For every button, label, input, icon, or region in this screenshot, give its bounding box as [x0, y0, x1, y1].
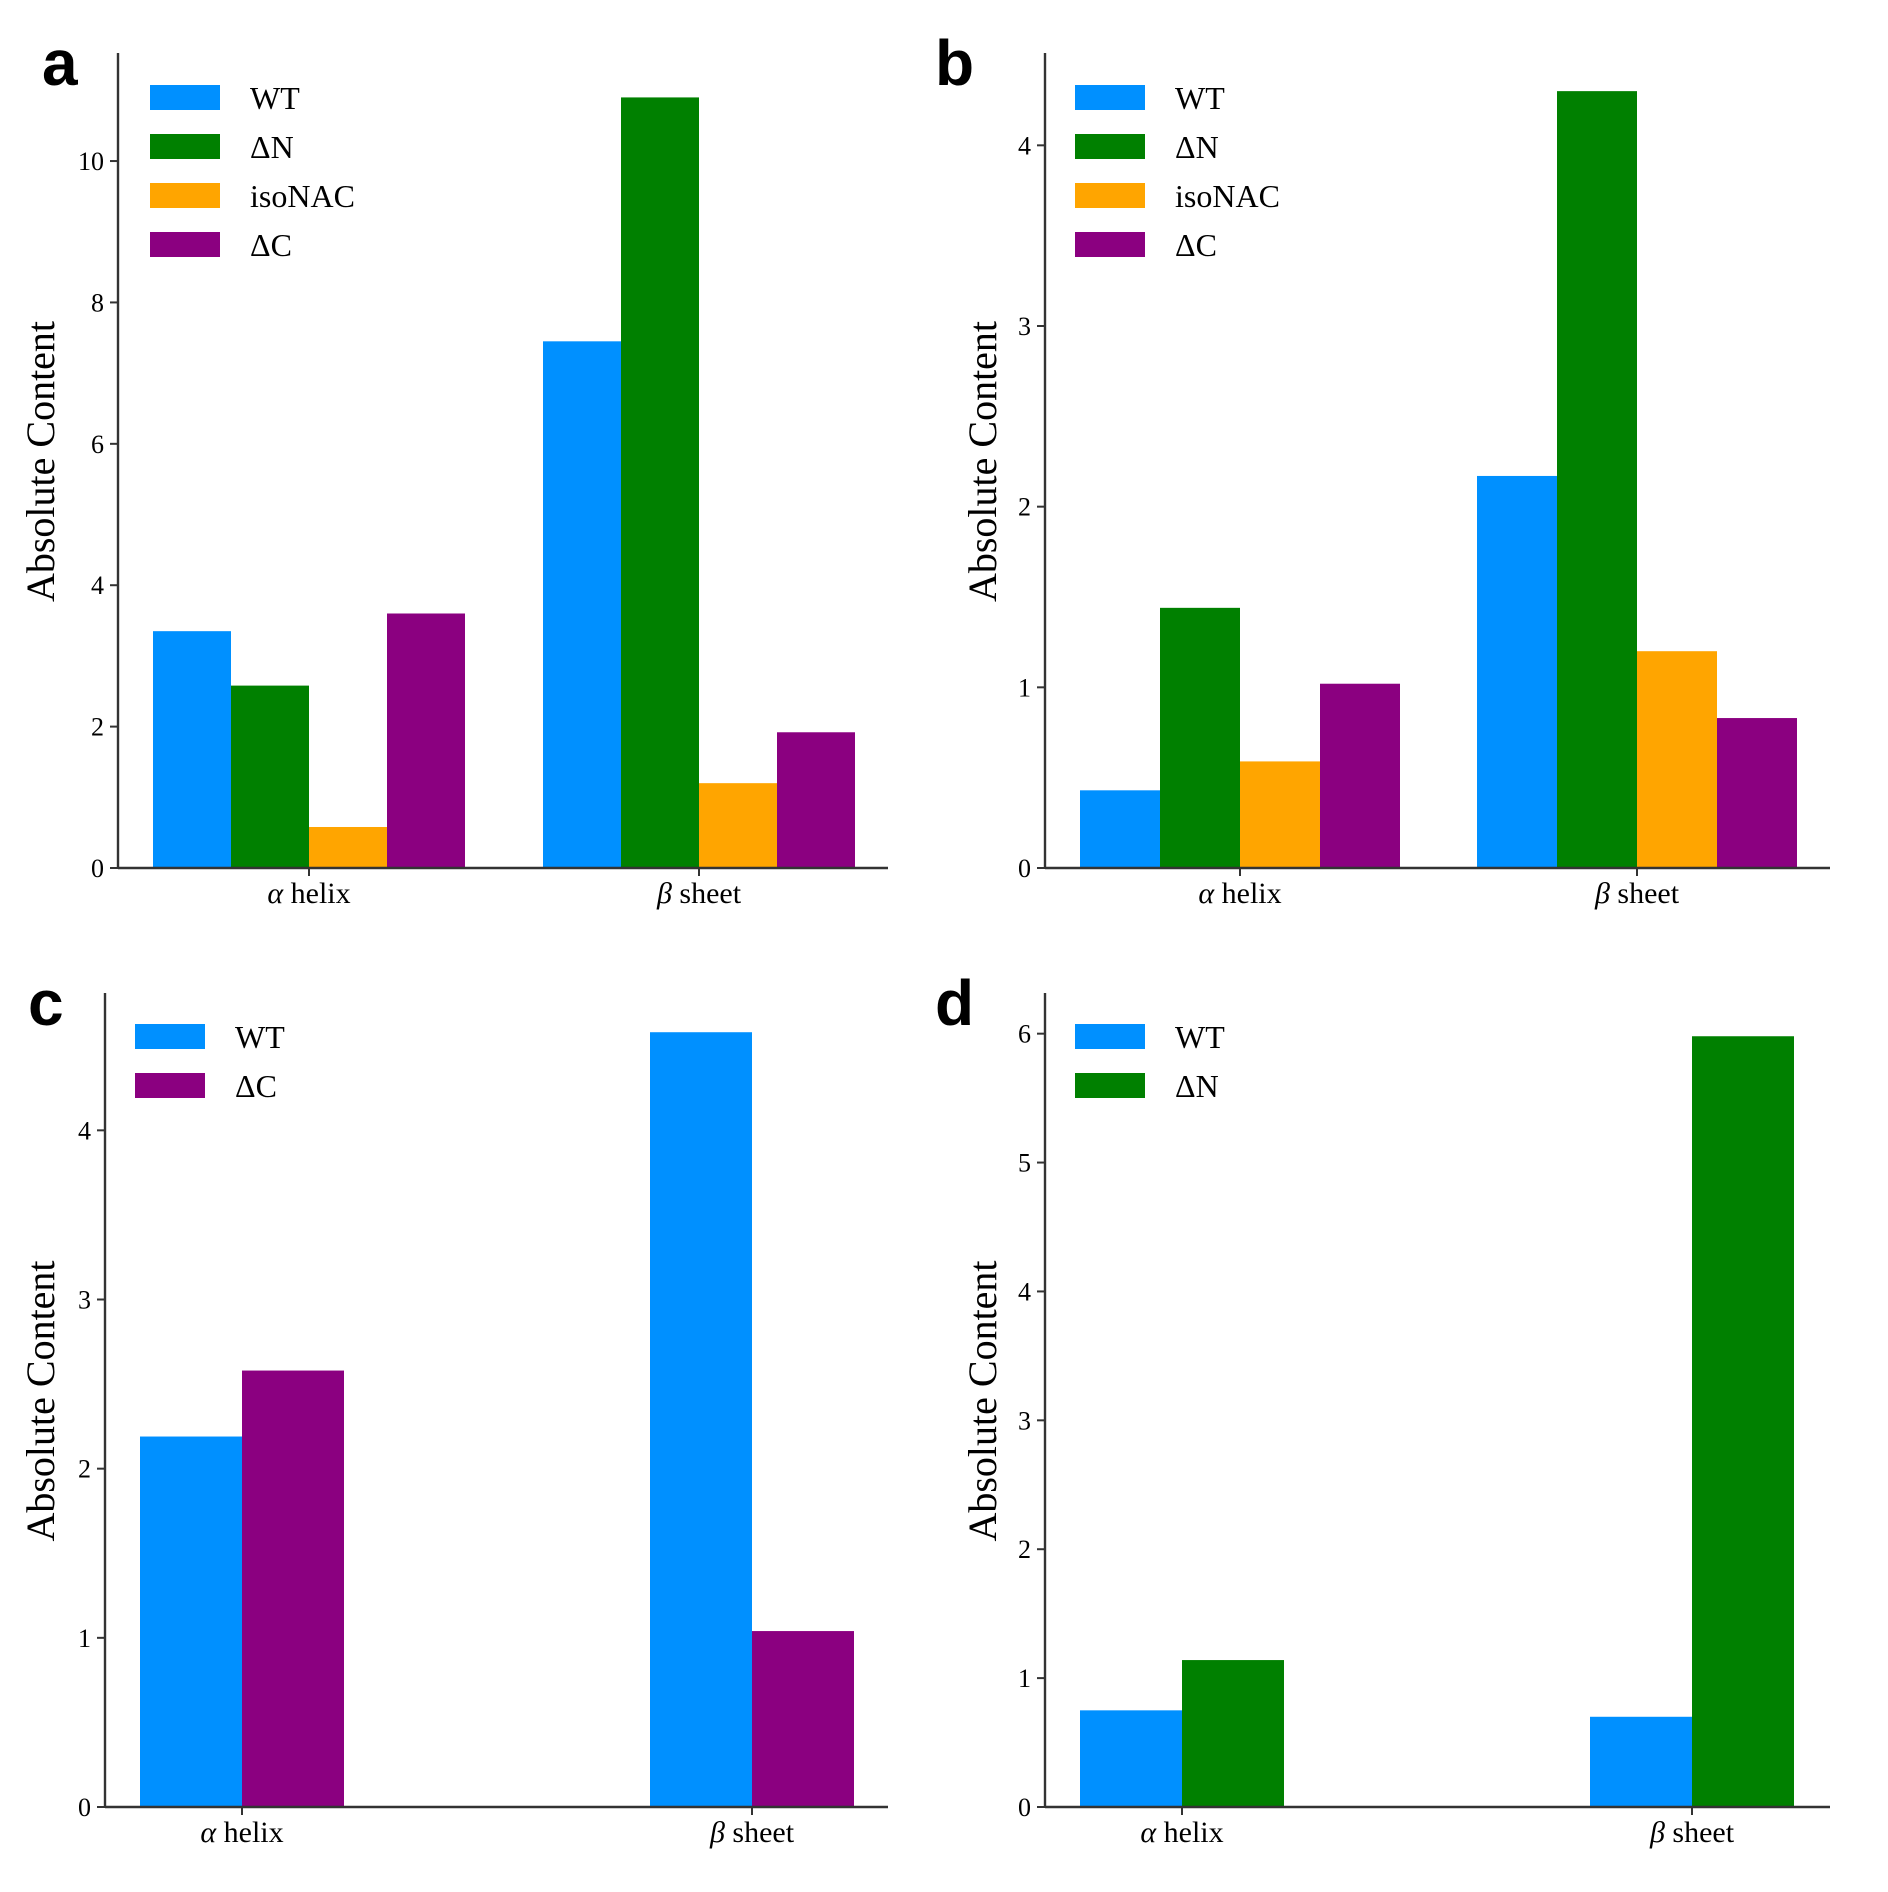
bar-a-series2-cat0 — [309, 826, 387, 868]
bar-b-series3-cat0 — [1320, 683, 1400, 868]
legend-label: WT — [235, 1019, 285, 1055]
chart-panel-a: a 0 2 4 6 8 10 α helix β sheet Absolute Content WT… — [18, 27, 888, 910]
legend-label: WT — [1175, 80, 1225, 116]
bar-b-series1-cat1 — [1557, 91, 1637, 869]
bar-d-series0-cat0 — [1080, 1710, 1182, 1807]
y-tick-label: 0 — [1018, 1793, 1031, 1822]
y-tick-label: 0 — [78, 1793, 91, 1822]
legend-swatch-ΔN — [1075, 1073, 1145, 1098]
y-axis-title: Absolute Content — [960, 321, 1005, 602]
legend-label: ΔC — [235, 1068, 277, 1104]
y-axis-title: Absolute Content — [18, 1260, 63, 1541]
y-tick-label: 3 — [1018, 1406, 1031, 1435]
bar-d-series1-cat1 — [1692, 1036, 1794, 1807]
bar-b-series2-cat1 — [1637, 651, 1717, 868]
bar-a-series3-cat1 — [777, 732, 855, 868]
y-axis-title: Absolute Content — [18, 321, 63, 602]
legend-swatch-ΔC — [1075, 232, 1145, 257]
bar-b-series1-cat0 — [1160, 607, 1240, 868]
chart-panel-d: d 0 1 2 3 4 5 6 α helix β sheet Absolute Content WT… — [935, 967, 1830, 1849]
legend-label: isoNAC — [250, 178, 355, 214]
x-tick-label: α helix — [200, 1816, 283, 1849]
y-axis-title: Absolute Content — [960, 1260, 1005, 1541]
y-tick-label: 4 — [1018, 1277, 1031, 1306]
y-tick-label: 2 — [91, 713, 104, 742]
bar-d-series1-cat0 — [1182, 1660, 1284, 1807]
legend-label: ΔN — [1175, 129, 1219, 165]
x-tick-label: α helix — [1198, 877, 1281, 910]
bar-a-series3-cat0 — [387, 613, 465, 868]
y-tick-label: 5 — [1018, 1149, 1031, 1178]
legend: WT ΔN — [1075, 1019, 1225, 1104]
y-tick-label: 2 — [1018, 493, 1031, 522]
x-tick-label: β sheet — [656, 877, 742, 910]
legend-swatch-WT — [1075, 1024, 1145, 1049]
y-tick-label: 0 — [91, 854, 104, 883]
chart-panel-b: b 0 1 2 3 4 α helix β sheet Absolute Content WT ΔN… — [935, 27, 1830, 910]
panel-letter: d — [935, 967, 974, 1039]
legend-label: ΔN — [250, 129, 294, 165]
bar-c-series0-cat1 — [650, 1032, 752, 1807]
panel-letter: a — [42, 27, 78, 99]
legend: WT ΔN isoNAC ΔC — [150, 80, 355, 263]
y-tick-label: 6 — [1018, 1020, 1031, 1049]
legend-swatch-ΔN — [1075, 134, 1145, 159]
bar-c-series1-cat1 — [752, 1631, 854, 1807]
legend: WT ΔC — [135, 1019, 285, 1104]
chart-panel-c: c 0 1 2 3 4 α helix β sheet Absolute Content WT ΔC — [18, 967, 888, 1849]
legend-swatch-ΔC — [135, 1073, 205, 1098]
bar-b-series0-cat1 — [1477, 475, 1557, 868]
x-tick-label: β sheet — [709, 1816, 795, 1849]
x-tick-label: β sheet — [1649, 1816, 1735, 1849]
x-tick-label: α helix — [267, 877, 350, 910]
legend-label: ΔC — [1175, 227, 1217, 263]
legend-swatch-WT — [150, 85, 220, 110]
y-tick-label: 0 — [1018, 854, 1031, 883]
y-tick-label: 2 — [1018, 1535, 1031, 1564]
bar-b-series3-cat1 — [1717, 718, 1797, 868]
x-tick-label: β sheet — [1594, 877, 1680, 910]
y-tick-label: 10 — [78, 147, 104, 176]
bar-a-series1-cat1 — [621, 97, 699, 869]
y-tick-label: 4 — [78, 1116, 91, 1145]
bar-a-series2-cat1 — [699, 783, 777, 868]
y-tick-label: 3 — [1018, 312, 1031, 341]
x-tick-label: α helix — [1140, 1816, 1223, 1849]
y-tick-label: 3 — [78, 1286, 91, 1315]
legend-swatch-WT — [135, 1024, 205, 1049]
legend-swatch-WT — [1075, 85, 1145, 110]
bar-a-series1-cat0 — [231, 685, 309, 868]
y-tick-label: 4 — [1018, 131, 1031, 160]
legend-label: WT — [1175, 1019, 1225, 1055]
bar-b-series2-cat0 — [1240, 761, 1320, 868]
legend-label: isoNAC — [1175, 178, 1280, 214]
bar-c-series0-cat0 — [140, 1436, 242, 1807]
panel-letter: b — [935, 27, 974, 99]
legend-swatch-ΔN — [150, 134, 220, 159]
y-tick-label: 4 — [91, 571, 104, 600]
legend-label: ΔN — [1175, 1068, 1219, 1104]
y-tick-label: 1 — [1018, 1664, 1031, 1693]
bar-b-series0-cat0 — [1080, 790, 1160, 868]
legend-swatch-isoNAC — [150, 183, 220, 208]
y-tick-label: 1 — [1018, 673, 1031, 702]
bar-d-series0-cat1 — [1590, 1716, 1692, 1807]
legend-swatch-ΔC — [150, 232, 220, 257]
legend-label: ΔC — [250, 227, 292, 263]
y-tick-label: 1 — [78, 1624, 91, 1653]
y-tick-label: 8 — [91, 288, 104, 317]
bar-c-series1-cat0 — [242, 1370, 344, 1807]
y-tick-label: 6 — [91, 430, 104, 459]
legend-swatch-isoNAC — [1075, 183, 1145, 208]
legend: WT ΔN isoNAC ΔC — [1075, 80, 1280, 263]
bar-a-series0-cat1 — [543, 341, 621, 868]
legend-label: WT — [250, 80, 300, 116]
bar-a-series0-cat0 — [153, 631, 231, 868]
panel-letter: c — [28, 967, 64, 1039]
y-tick-label: 2 — [78, 1455, 91, 1484]
